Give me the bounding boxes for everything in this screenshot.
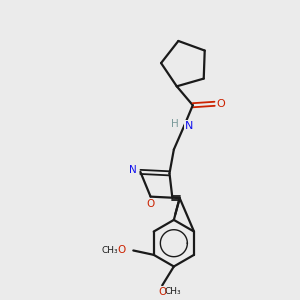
- Text: O: O: [117, 245, 125, 256]
- Text: N: N: [185, 121, 194, 131]
- Text: O: O: [217, 99, 225, 109]
- Text: CH₃: CH₃: [164, 287, 181, 296]
- Text: O: O: [158, 287, 166, 297]
- Text: H: H: [171, 119, 178, 129]
- Text: CH₃: CH₃: [101, 246, 118, 255]
- Text: N: N: [129, 165, 137, 176]
- Text: O: O: [146, 199, 155, 209]
